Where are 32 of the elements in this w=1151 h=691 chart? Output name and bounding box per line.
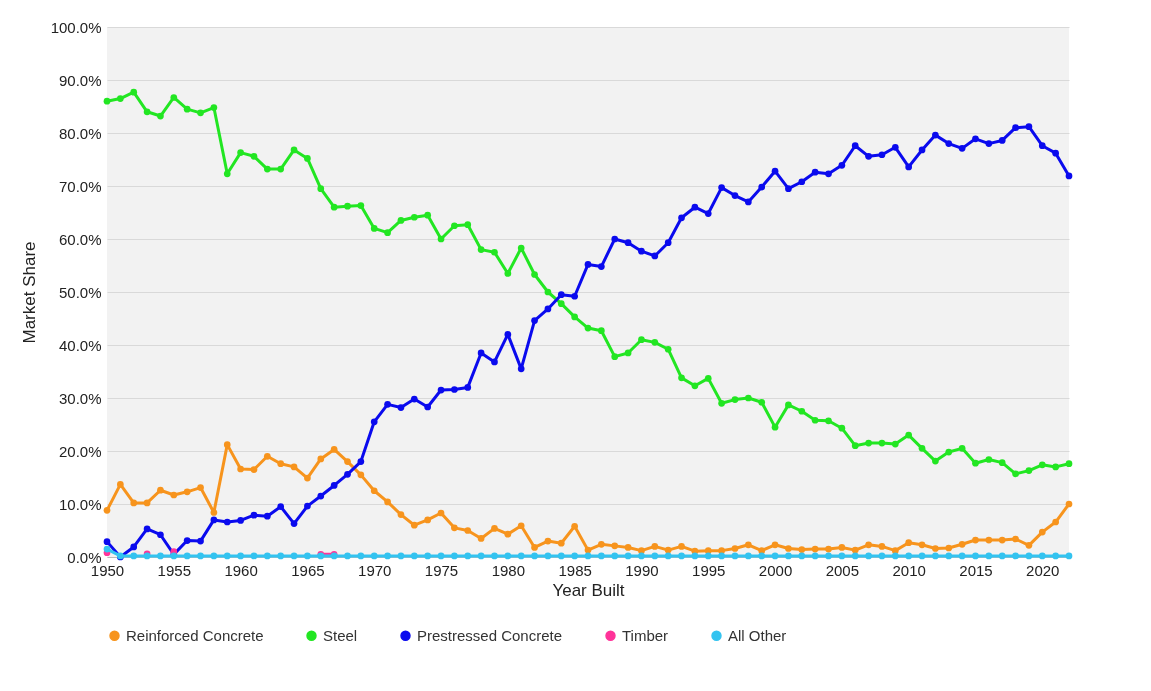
x-tick-label: 2015 xyxy=(959,561,993,579)
legend-label: Steel xyxy=(323,626,358,644)
x-tick-label: 2010 xyxy=(892,561,926,579)
x-tick-label: 1975 xyxy=(424,561,459,579)
x-tick-label: 1955 xyxy=(157,561,191,579)
y-tick-label: 80.0% xyxy=(58,124,102,142)
y-tick-label: 60.0% xyxy=(58,230,102,248)
y-tick-label: 20.0% xyxy=(58,442,102,460)
y-tick-label: 70.0% xyxy=(58,177,102,195)
x-tick-label: 1990 xyxy=(625,561,659,579)
x-tick-label: 2000 xyxy=(758,561,793,579)
legend-label: Prestressed Concrete xyxy=(417,626,563,644)
y-tick-label: 40.0% xyxy=(58,336,102,354)
y-axis-title: Market Share xyxy=(19,241,39,344)
x-tick-label: 1985 xyxy=(558,561,592,579)
y-tick-label: 50.0% xyxy=(58,283,102,301)
x-axis-title: Year Built xyxy=(552,580,625,600)
x-tick-label: 1970 xyxy=(358,561,392,579)
x-tick-label: 2005 xyxy=(825,561,860,579)
x-tick-label: 1960 xyxy=(224,561,258,579)
legend-label: All Other xyxy=(728,626,787,644)
y-tick-label: 10.0% xyxy=(58,495,102,513)
y-tick-label: 90.0% xyxy=(58,71,102,89)
x-tick-label: 2020 xyxy=(1026,561,1060,579)
y-tick-label: 0.0% xyxy=(67,548,102,566)
legend-label: Reinforced Concrete xyxy=(126,626,264,644)
x-tick-label: 1995 xyxy=(692,561,726,579)
x-tick-label: 1965 xyxy=(291,561,325,579)
y-tick-label: 100.0% xyxy=(50,18,102,36)
legend-label: Timber xyxy=(622,626,669,644)
y-tick-label: 30.0% xyxy=(58,389,102,407)
x-tick-label: 1980 xyxy=(491,561,526,579)
